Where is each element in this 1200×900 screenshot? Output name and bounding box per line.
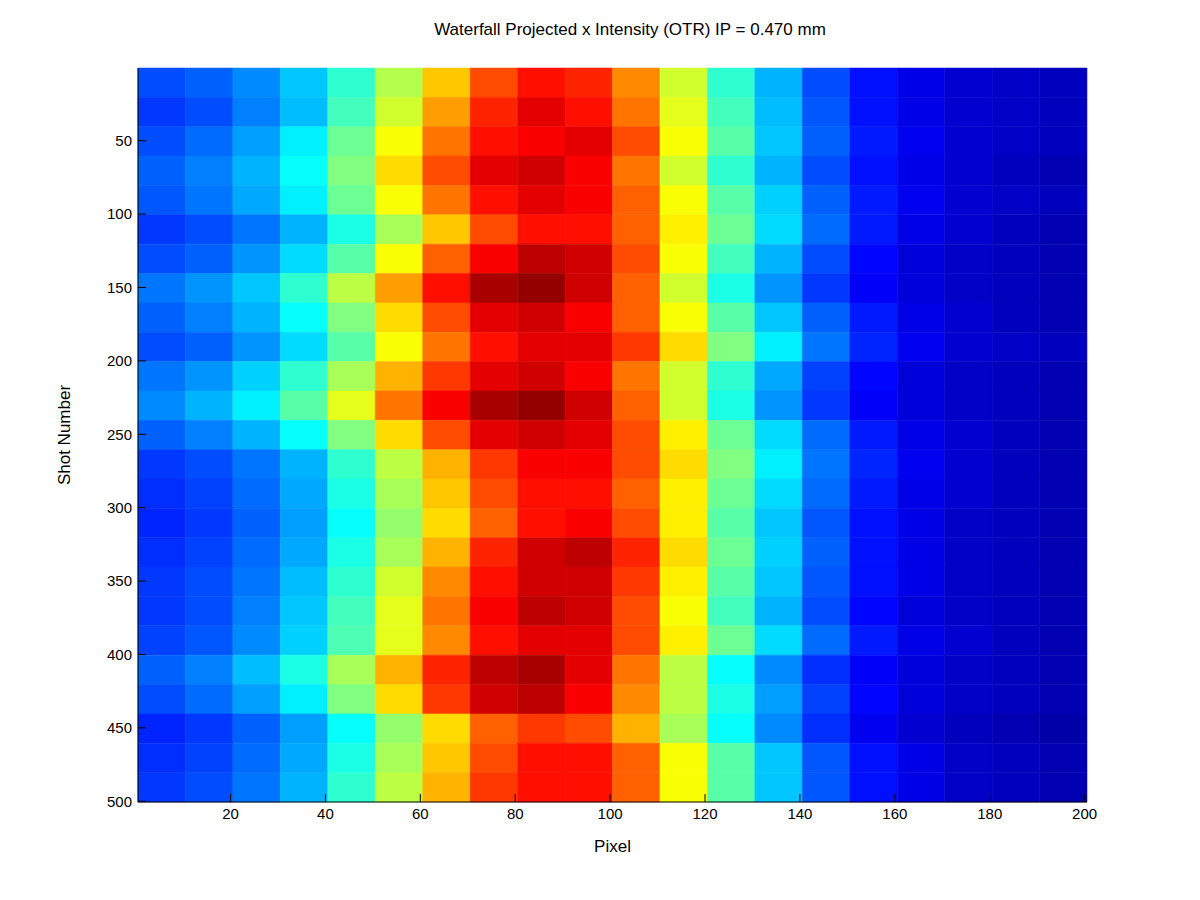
svg-text:200: 200 [1072,805,1097,822]
svg-text:Pixel: Pixel [594,837,631,856]
svg-text:60: 60 [412,805,429,822]
svg-text:100: 100 [598,805,623,822]
svg-text:400: 400 [107,646,132,663]
svg-text:180: 180 [977,805,1002,822]
svg-text:140: 140 [787,805,812,822]
svg-text:100: 100 [107,205,132,222]
svg-text:160: 160 [882,805,907,822]
svg-text:350: 350 [107,572,132,589]
svg-text:250: 250 [107,426,132,443]
svg-text:20: 20 [222,805,239,822]
svg-text:200: 200 [107,352,132,369]
svg-text:120: 120 [693,805,718,822]
svg-text:40: 40 [317,805,334,822]
svg-text:150: 150 [107,279,132,296]
html-text:Waterfall Projected x Intensit: Waterfall Projected x Intensity (OTR) IP… [434,20,826,39]
svg-text:80: 80 [507,805,524,822]
svg-text:500: 500 [107,793,132,810]
svg-text:Shot Number: Shot Number [55,385,74,485]
svg-text:450: 450 [107,719,132,736]
svg-text:300: 300 [107,499,132,516]
svg-text:50: 50 [115,132,132,149]
